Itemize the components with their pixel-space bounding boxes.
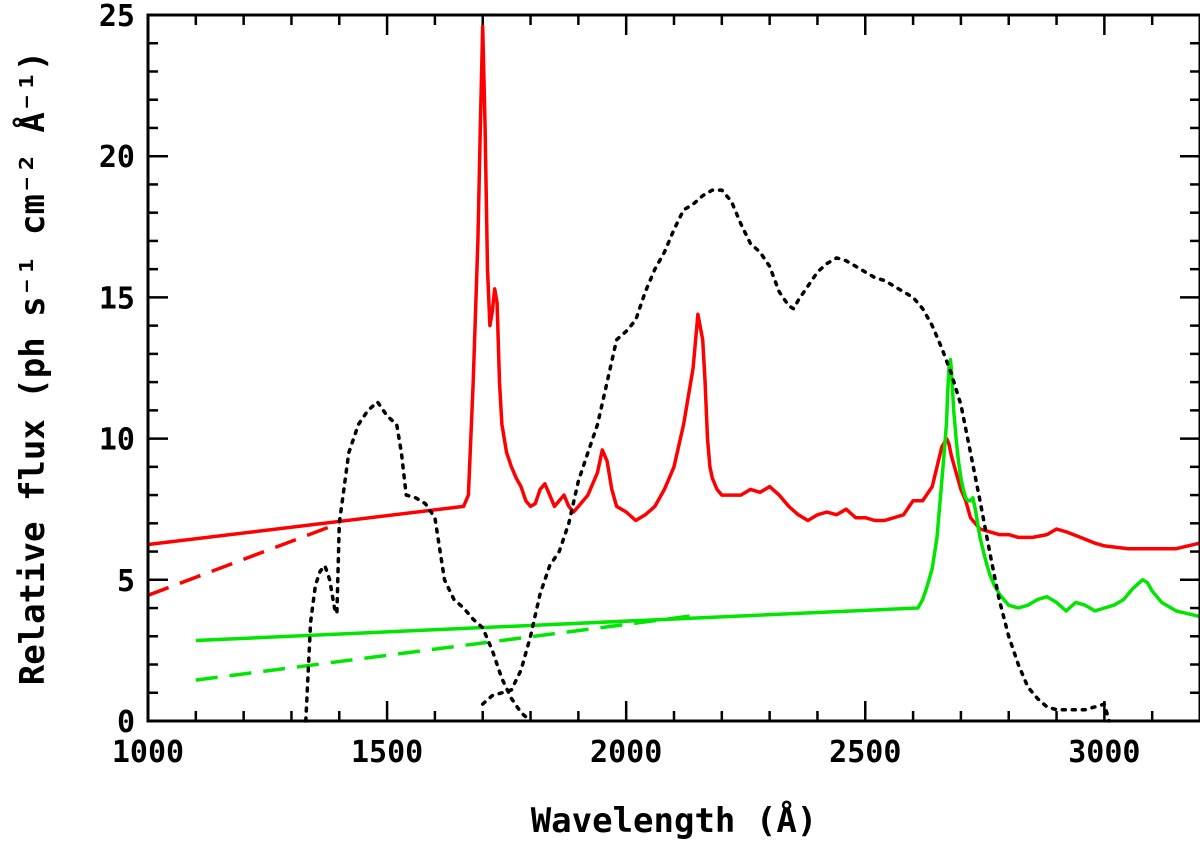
x-tick-label: 1000	[112, 735, 184, 770]
y-tick-label: 5	[117, 564, 135, 599]
y-tick-label: 20	[99, 140, 135, 175]
series-line-red-extrapolation	[147, 521, 340, 597]
y-tick-label: 10	[99, 423, 135, 458]
y-axis-title: Relative flux (ph s⁻¹ cm⁻² Å⁻¹)	[12, 51, 53, 686]
plot-frame	[146, 13, 1200, 723]
tick-labels: 1000 1500 2000 2500 3000 0 5 10 15 20 25	[99, 0, 1141, 770]
x-tick-label: 1500	[351, 735, 423, 770]
series-layer	[147, 24, 1200, 723]
series-line-red-spectrum	[147, 24, 1200, 551]
y-tick-label: 25	[99, 0, 135, 34]
x-tick-label: 2000	[590, 735, 662, 770]
ticks-layer	[146, 13, 1200, 723]
y-tick-label: 15	[99, 281, 135, 316]
x-tick-label: 2500	[829, 735, 901, 770]
y-tick-label: 0	[117, 705, 135, 740]
series-line-green-spectrum	[195, 357, 1200, 643]
series-line-filter-transmission-2	[480, 188, 1111, 723]
series-line-green-extrapolation	[195, 613, 699, 682]
x-axis-title: Wavelength (Å)	[531, 800, 818, 841]
x-tick-label: 3000	[1068, 735, 1140, 770]
series-line-filter-transmission-1	[304, 400, 533, 723]
